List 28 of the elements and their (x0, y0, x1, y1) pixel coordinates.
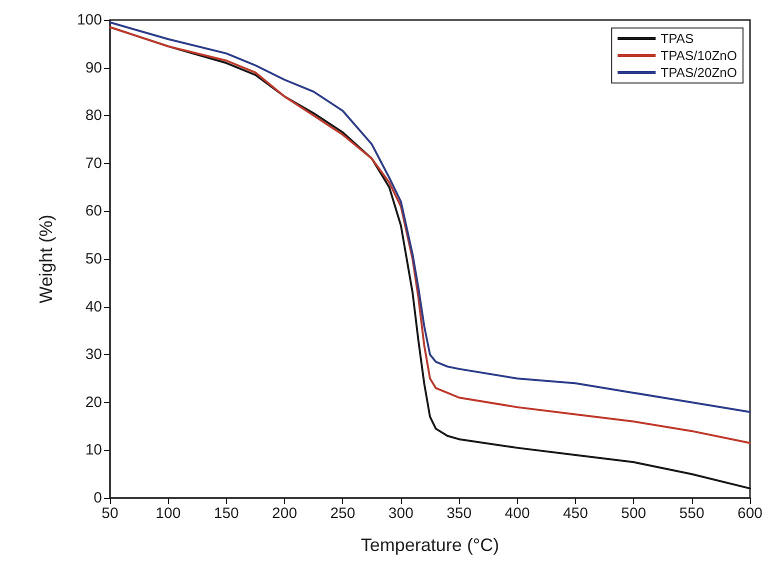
x-tick-label: 500 (621, 505, 646, 522)
x-tick-label: 550 (679, 505, 704, 522)
y-tick-label: 100 (76, 12, 102, 28)
x-tick-label: 100 (156, 505, 181, 522)
x-tick-label: 150 (214, 505, 239, 522)
y-tick-label: 20 (85, 394, 102, 411)
y-tick-label: 50 (85, 250, 102, 268)
x-tick-label: 600 (737, 505, 763, 522)
x-axis-title: Temperature (°C) (360, 535, 500, 555)
legend-label: TPAS (660, 31, 694, 46)
y-tick-label: 90 (85, 59, 102, 76)
x-tick-label: 200 (272, 505, 298, 522)
y-tick-label: 10 (85, 442, 102, 459)
x-tick-label: 350 (446, 505, 472, 522)
y-tick-label: 0 (94, 490, 102, 506)
y-tick-label: 30 (85, 346, 102, 364)
y-axis-title: Weight (%) (36, 214, 56, 304)
x-tick-label: 450 (562, 505, 588, 522)
x-tick-label: 400 (504, 505, 530, 522)
y-tick-label: 80 (85, 107, 102, 124)
x-tick-label: 50 (102, 505, 118, 522)
y-tick-label: 70 (85, 154, 102, 172)
x-tick-label: 250 (330, 505, 356, 522)
y-tick-label: 60 (85, 202, 102, 220)
legend-label: TPAS/20ZnO (660, 65, 737, 80)
legend-label: TPAS/10ZnO (660, 48, 737, 63)
y-tick-label: 40 (85, 298, 102, 316)
x-tick-label: 300 (388, 505, 414, 522)
